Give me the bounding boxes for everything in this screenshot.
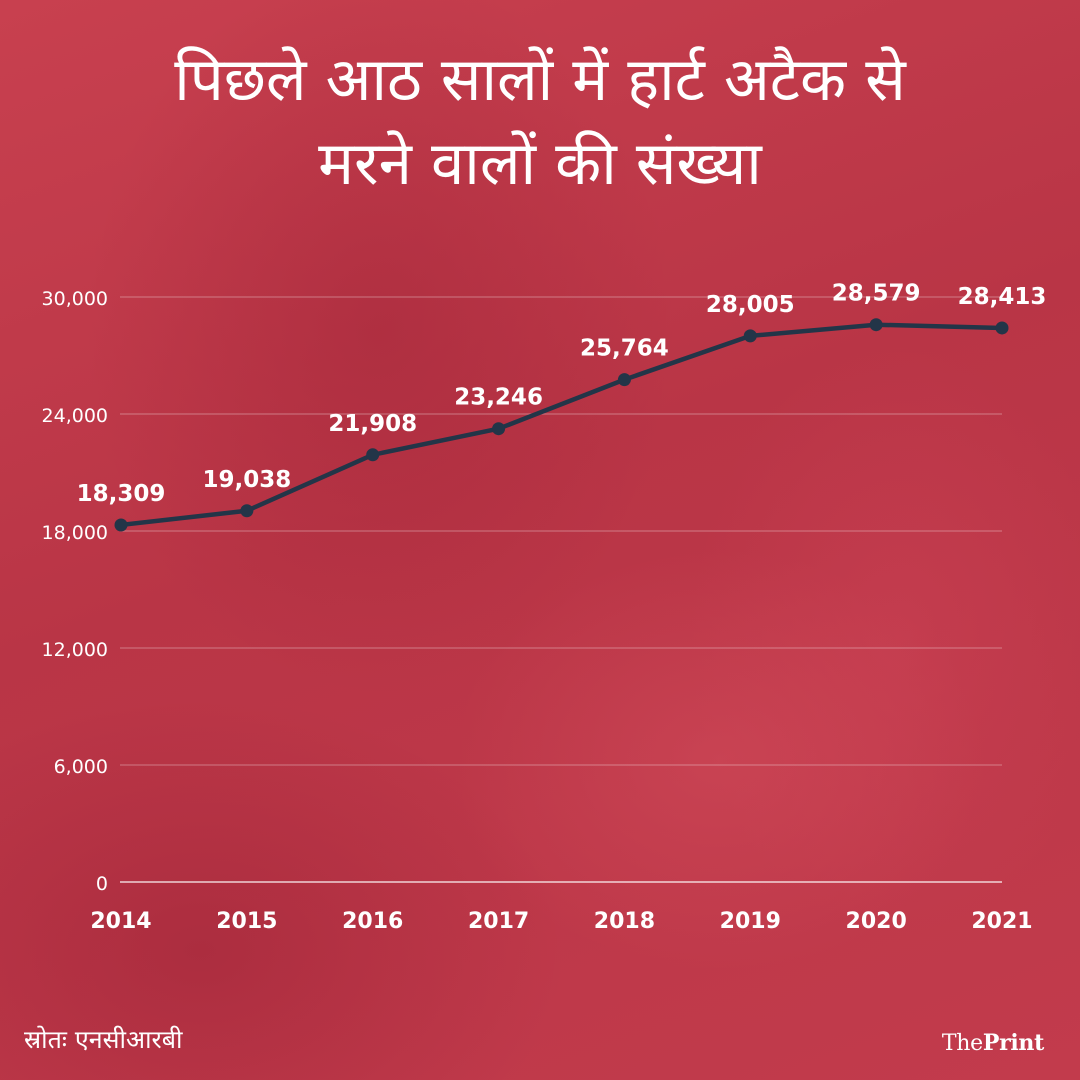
data-point-2017 [492, 422, 506, 436]
data-point-2015 [240, 504, 254, 518]
data-label-2018: 25,764 [580, 336, 669, 362]
x-tick-label-2020: 2020 [846, 909, 907, 934]
data-point-2016 [366, 448, 380, 462]
y-tick-label-6000: 6,000 [54, 756, 108, 778]
data-point-2018 [617, 373, 631, 387]
data-label-2014: 18,309 [77, 481, 166, 507]
data-label-2020: 28,579 [832, 281, 921, 307]
data-point-2021 [995, 321, 1009, 335]
title-line-1: पिछले आठ सालों में हार्ट अटैक से [174, 45, 906, 115]
data-point-2019 [743, 329, 757, 343]
y-tick-label-24000: 24,000 [42, 405, 108, 427]
data-label-2016: 21,908 [328, 411, 417, 437]
data-point-2014 [114, 518, 128, 532]
x-tick-label-2016: 2016 [342, 909, 403, 934]
chart-title: पिछले आठ सालों में हार्ट अटैक से मरने वा… [0, 38, 1080, 206]
x-tick-label-2021: 2021 [971, 909, 1032, 934]
data-label-2019: 28,005 [706, 292, 795, 318]
y-tick-label-18000: 18,000 [42, 522, 108, 544]
x-tick-label-2017: 2017 [468, 909, 529, 934]
theprint-logo: ThePrint [942, 1030, 1044, 1056]
title-line-2: मरने वालों की संख्या [318, 129, 762, 199]
y-tick-label-0: 0 [96, 873, 108, 895]
x-tick-label-2019: 2019 [720, 909, 781, 934]
x-tick-label-2018: 2018 [594, 909, 655, 934]
data-point-2020 [869, 318, 883, 332]
source-note: स्रोतः एनसीआरबी [24, 1025, 183, 1054]
logo-the: The [941, 1031, 983, 1056]
data-label-2015: 19,038 [202, 467, 291, 493]
data-label-2021: 28,413 [958, 284, 1047, 310]
y-tick-label-30000: 30,000 [42, 288, 108, 310]
data-label-2017: 23,246 [454, 385, 543, 411]
x-tick-label-2015: 2015 [216, 909, 277, 934]
y-tick-label-12000: 12,000 [42, 639, 108, 661]
series-line [120, 322, 1003, 528]
logo-print: Print [982, 1030, 1044, 1056]
x-tick-label-2014: 2014 [90, 909, 151, 934]
